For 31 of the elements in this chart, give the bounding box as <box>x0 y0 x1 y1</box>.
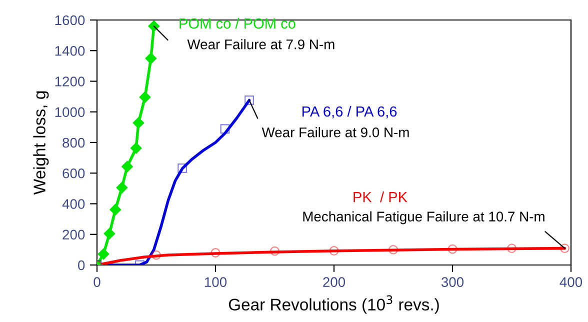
y-tick-label: 1000 <box>55 107 85 118</box>
x-tick-label: 0 <box>94 277 100 288</box>
point <box>122 160 133 172</box>
x-axis-title: Gear Revolutions (10$^{3}$ revs.) <box>228 295 439 314</box>
y-tick-label: 0 <box>78 260 85 270</box>
point <box>130 142 142 154</box>
x-tick-label: 400 <box>560 277 582 288</box>
y-tick-label: 800 <box>62 138 85 148</box>
y-tick-label: 1400 <box>55 46 85 56</box>
x-tick-label: 300 <box>441 277 464 288</box>
y-tick-label: 600 <box>62 168 85 178</box>
annotation: Mechanical Fatigue Failure at 10.7 N-m <box>303 211 544 224</box>
text: PK / PK <box>354 192 408 202</box>
point <box>132 117 144 129</box>
y-tick-label: 200 <box>62 230 85 240</box>
point <box>139 92 151 103</box>
y-tick-label: 1200 <box>55 76 85 86</box>
x-tick-label: 200 <box>323 277 346 288</box>
annotation: Wear Failure at 7.9 N-m <box>187 39 334 50</box>
text: PA 6,6 / PA 6,6 <box>302 106 397 118</box>
y-tick-label: 1600 <box>55 15 85 26</box>
point <box>110 204 121 216</box>
annotation: Wear Failure at 9.0 N-m <box>262 127 409 138</box>
point <box>98 248 110 260</box>
y-axis-title: Weight loss, g <box>33 91 49 195</box>
series-label: POM co / POM co <box>180 18 296 29</box>
point <box>145 52 157 64</box>
x-tick-label: 100 <box>204 277 227 288</box>
y-tick-label: 400 <box>62 199 85 209</box>
point <box>104 228 116 240</box>
point <box>116 182 128 194</box>
